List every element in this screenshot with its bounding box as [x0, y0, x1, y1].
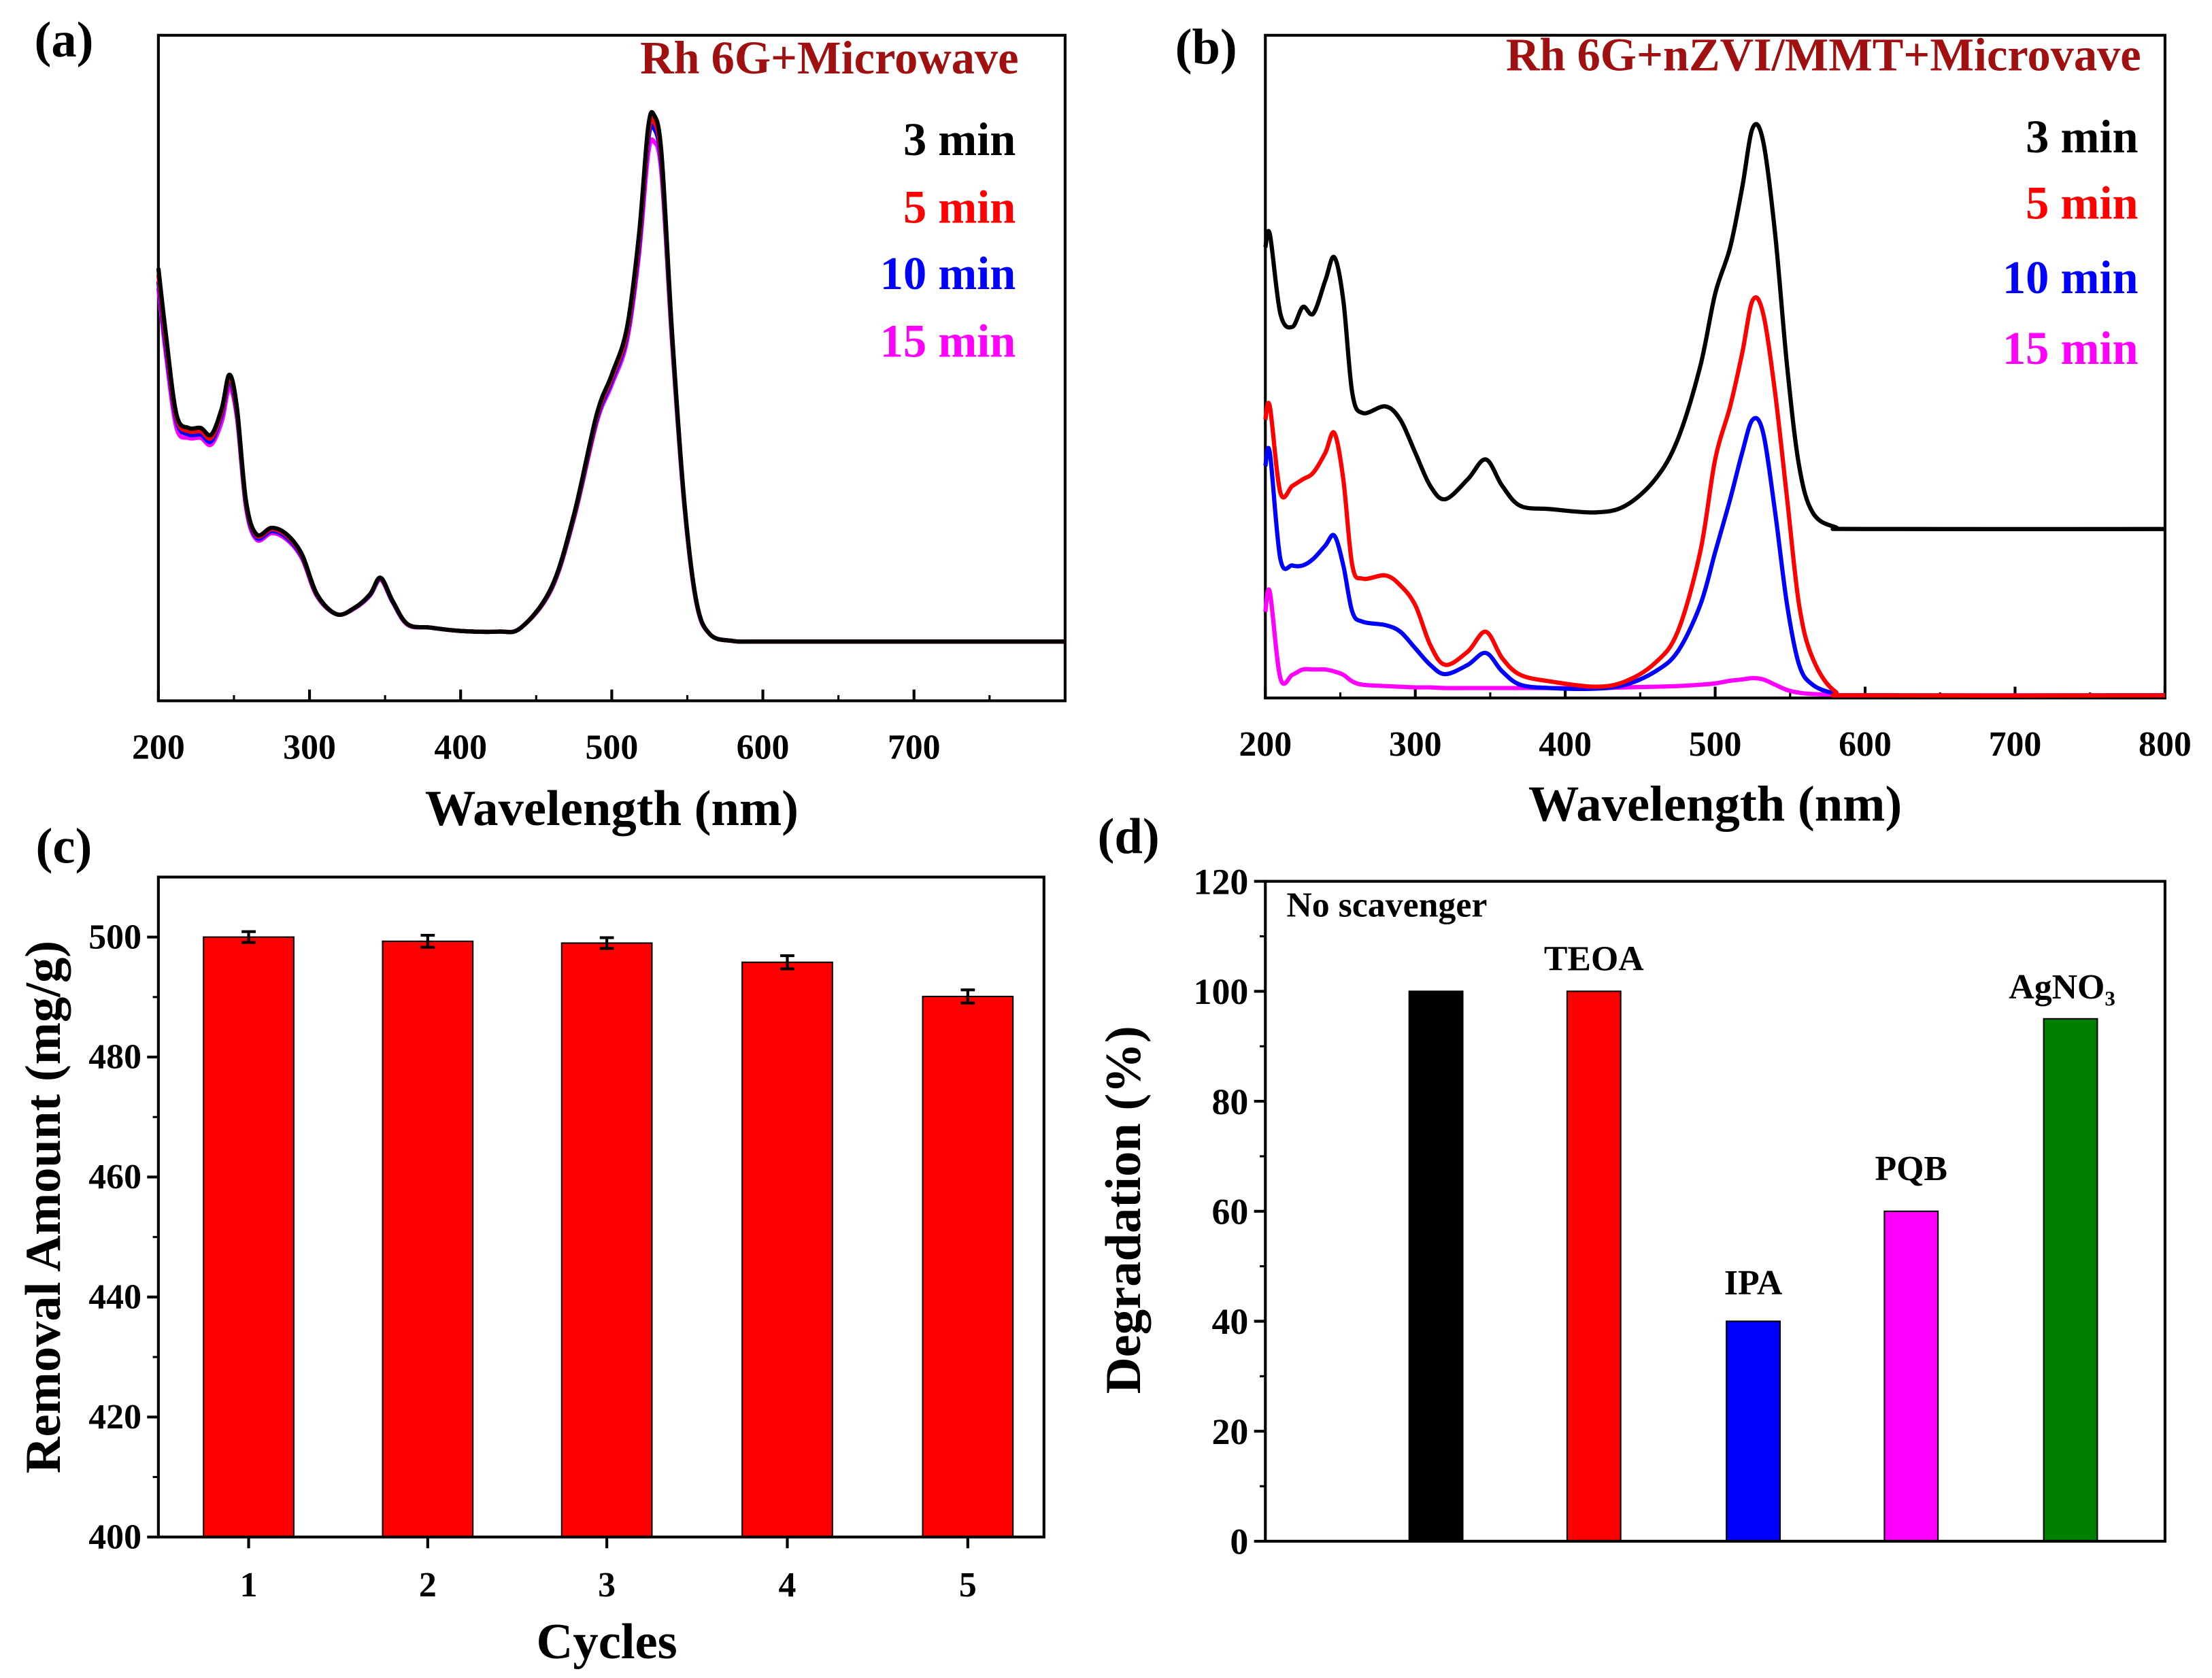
x-tick-label: 700 [1989, 725, 2042, 764]
x-tick-label: 400 [1539, 725, 1592, 764]
x-tick-label: 200 [132, 728, 185, 767]
y-tick-label: 120 [1194, 861, 1249, 902]
panel-label: (b) [1175, 18, 1237, 75]
bar-label: IPA [1724, 1264, 1783, 1303]
bar [560, 942, 653, 1538]
bar [2043, 1018, 2098, 1542]
x-axis-title: Wavelength (nm) [1528, 776, 1902, 833]
x-tick-label: 600 [737, 728, 790, 767]
series-line-15-min [1263, 587, 2165, 698]
x-tick-label: 500 [1689, 725, 1742, 764]
x-axis-title: Wavelength (nm) [425, 780, 799, 837]
error-bar [599, 936, 614, 950]
y-tick-label: 60 [1211, 1191, 1248, 1232]
y-tick-label: 0 [1230, 1522, 1248, 1562]
plot-frame [156, 875, 1045, 1539]
bar [1883, 1210, 1939, 1542]
legend-entry: 15 min [880, 315, 1016, 367]
legend-entry: 15 min [2002, 322, 2139, 374]
bar [1566, 990, 1622, 1542]
panel-label: (c) [36, 818, 93, 875]
bar [382, 940, 474, 1538]
y-tick-label: 480 [88, 1038, 141, 1077]
panel-c: (c) 1 2 3 4 5 400 420 440 460 480 500 Cycles Removal … [15, 818, 1045, 1670]
panel-d: (d) No scavenger TEOA IPA PQB AgNO₃ 0 20 40 60 80 1… [1095, 808, 2166, 1562]
y-tick-label: 400 [88, 1517, 141, 1556]
y-tick-label: 420 [88, 1398, 141, 1437]
error-bar [241, 930, 256, 944]
series-line-3-min [156, 110, 1065, 644]
series-line-3-min [1263, 122, 2165, 532]
legend-entry: 10 min [880, 248, 1016, 299]
series-line-10-min [1263, 416, 2165, 698]
y-tick-label: 500 [88, 918, 141, 956]
legend-entry: 5 min [2026, 177, 2138, 229]
y-tick-label: 440 [88, 1277, 141, 1316]
x-tick-label: 4 [779, 1566, 797, 1605]
y-axis-title: Degradation (%) [1095, 1026, 1152, 1394]
legend-title: Rh 6G+Microwave [640, 32, 1018, 84]
x-tick-label: 300 [283, 728, 336, 767]
x-tick-label: 5 [959, 1566, 977, 1605]
y-axis-title: Removal Amount (mg/g) [15, 941, 71, 1474]
y-tick-label: 40 [1211, 1301, 1248, 1342]
bar [203, 936, 295, 1538]
x-axis-title: Cycles [537, 1613, 677, 1670]
bar [741, 961, 833, 1538]
panel-label: (d) [1098, 808, 1160, 865]
x-tick-label: 800 [2139, 725, 2192, 764]
panel-b: (b) 200 300 400 500 600 700 800 Wavelength (nm) R… [1175, 18, 2192, 832]
x-tick-label: 400 [434, 728, 487, 767]
bar-label: PQB [1875, 1150, 1947, 1188]
legend-entry: 3 min [2026, 111, 2138, 163]
error-bar [960, 988, 975, 1005]
x-tick-label: 2 [419, 1566, 437, 1605]
legend-title: Rh 6G+nZVI/MMT+Microvave [1506, 29, 2141, 81]
x-tick-label: 500 [586, 728, 639, 767]
y-tick-label: 80 [1211, 1081, 1248, 1122]
bar [922, 995, 1014, 1538]
y-tick-label: 100 [1194, 971, 1249, 1012]
x-tick-label: 600 [1839, 725, 1892, 764]
x-tick-label: 3 [598, 1566, 616, 1605]
legend-entry: 10 min [2002, 252, 2139, 303]
x-tick-label: 700 [888, 728, 941, 767]
legend-entry: 3 min [903, 114, 1016, 165]
error-bar [780, 954, 794, 971]
bar-label: No scavenger [1286, 886, 1487, 925]
bar [1726, 1320, 1781, 1542]
error-bar [420, 933, 435, 949]
panel-a: (a) 200 300 400 500 600 700 Wavelength (nm) Rh 6… [34, 12, 1067, 837]
bar [1408, 990, 1464, 1542]
x-tick-label: 300 [1389, 725, 1442, 764]
legend-entry: 5 min [903, 182, 1016, 233]
x-tick-label: 1 [240, 1566, 258, 1605]
y-tick-label: 20 [1211, 1411, 1248, 1452]
series-line-5-min [1263, 295, 2165, 698]
bar-label: AgNO₃ [2009, 968, 2115, 1007]
x-tick-label: 200 [1239, 725, 1292, 764]
panel-label: (a) [34, 12, 93, 68]
y-tick-label: 460 [88, 1158, 141, 1196]
plot-frame [156, 33, 1067, 703]
bar-label: TEOA [1544, 939, 1644, 978]
